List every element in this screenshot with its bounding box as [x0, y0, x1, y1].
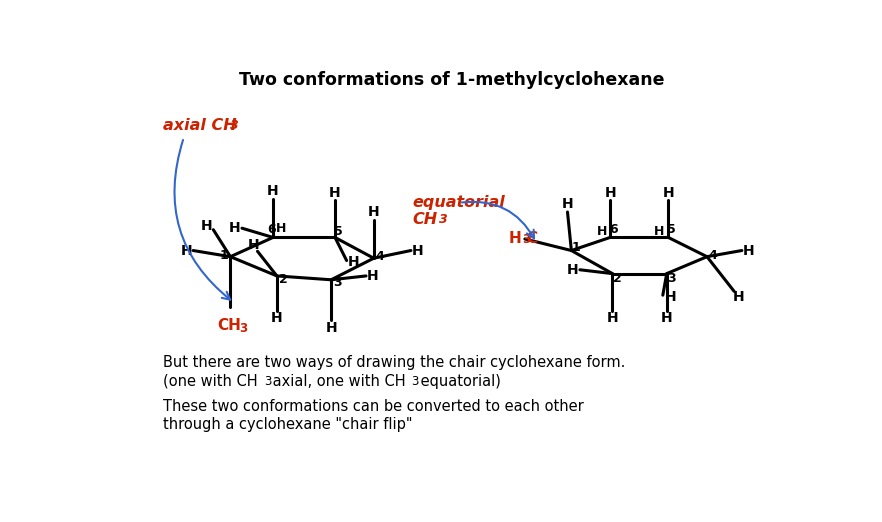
Text: H: H — [661, 311, 672, 325]
Text: 5: 5 — [333, 225, 342, 238]
Text: H: H — [662, 186, 674, 200]
Text: 4: 4 — [709, 248, 718, 262]
Text: H: H — [267, 184, 279, 198]
FancyArrowPatch shape — [462, 202, 534, 239]
Text: C: C — [527, 231, 537, 246]
Text: 3: 3 — [667, 272, 676, 284]
Text: H: H — [325, 321, 337, 335]
Text: H: H — [412, 244, 423, 257]
Text: H: H — [567, 263, 579, 277]
Text: H: H — [743, 244, 755, 257]
Text: H: H — [597, 225, 608, 238]
Text: 2: 2 — [613, 272, 622, 284]
Text: CH: CH — [413, 212, 437, 227]
Text: H: H — [368, 205, 379, 219]
Text: axial CH: axial CH — [163, 118, 236, 133]
Text: 3: 3 — [333, 276, 341, 289]
Text: 3: 3 — [411, 375, 418, 387]
Text: 6: 6 — [609, 223, 617, 236]
Text: H: H — [271, 311, 283, 325]
Text: H: H — [367, 269, 378, 283]
Text: H: H — [248, 238, 259, 252]
FancyArrowPatch shape — [175, 140, 230, 300]
Text: axial, one with CH: axial, one with CH — [268, 374, 406, 389]
Text: 6: 6 — [267, 223, 276, 236]
Text: But there are two ways of drawing the chair cyclohexane form.: But there are two ways of drawing the ch… — [163, 355, 625, 371]
Text: 4: 4 — [376, 250, 385, 263]
Text: 1: 1 — [220, 248, 228, 262]
Text: equatorial): equatorial) — [415, 374, 500, 389]
Text: 3: 3 — [240, 322, 248, 335]
Text: H: H — [665, 290, 676, 304]
Text: H: H — [607, 311, 618, 325]
Text: equatorial: equatorial — [413, 195, 505, 210]
Text: H: H — [275, 222, 286, 235]
Text: 3: 3 — [264, 375, 271, 387]
Text: H: H — [329, 186, 340, 200]
Text: H: H — [200, 219, 213, 233]
Text: H: H — [733, 290, 744, 304]
Text: 1: 1 — [572, 241, 580, 254]
Text: H: H — [604, 186, 616, 200]
Text: 3: 3 — [522, 233, 530, 246]
Text: 5: 5 — [667, 223, 676, 236]
Text: H: H — [508, 231, 521, 246]
Text: H: H — [348, 255, 359, 269]
Text: (one with CH: (one with CH — [163, 374, 258, 389]
Text: through a cyclohexane "chair flip": through a cyclohexane "chair flip" — [163, 417, 413, 432]
Text: Two conformations of 1-methylcyclohexane: Two conformations of 1-methylcyclohexane — [239, 70, 665, 89]
Text: 3: 3 — [439, 213, 447, 226]
Text: CH: CH — [217, 317, 241, 333]
Text: H: H — [229, 221, 241, 235]
Text: These two conformations can be converted to each other: These two conformations can be converted… — [163, 399, 584, 413]
Text: H: H — [654, 225, 664, 238]
Text: H: H — [562, 197, 573, 211]
Text: 3: 3 — [229, 119, 238, 132]
Text: 2: 2 — [279, 272, 288, 286]
Text: H: H — [181, 244, 192, 257]
